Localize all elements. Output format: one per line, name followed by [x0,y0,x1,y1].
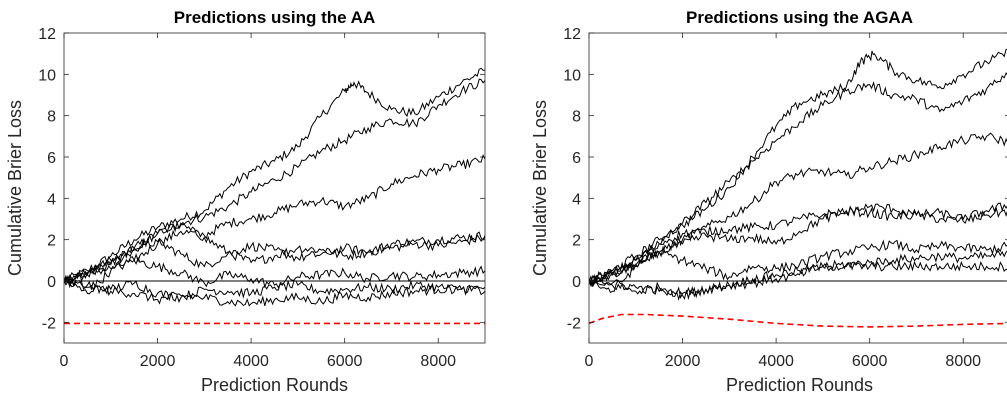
line-series-3 [589,132,1007,285]
line-series-7 [589,250,1007,300]
y-tick-label: 12 [38,26,56,43]
series-group [64,67,485,325]
y-tick-label: 10 [563,67,581,84]
y-tick-label: -2 [42,315,56,332]
x-tick-label: 0 [60,353,69,370]
x-tick-label: 8000 [945,353,981,370]
y-tick-label: 10 [38,67,56,84]
y-tick-label: 2 [572,233,581,250]
y-tick-label: 8 [47,109,56,126]
x-tick-label: 0 [585,353,594,370]
y-tick-label: 6 [572,150,581,167]
axes-box [63,32,486,344]
chart-title: Predictions using the AA [174,8,376,27]
x-tick-label: 8000 [420,353,456,370]
y-tick-label: 0 [572,274,581,291]
x-axis-label: Prediction Rounds [726,375,873,395]
x-tick-label: 4000 [233,353,269,370]
y-axis-label: Cumulative Brier Loss [5,100,25,276]
y-tick-label: 0 [47,274,56,291]
y-axis-label: Cumulative Brier Loss [530,100,550,276]
line-series-5 [589,202,1007,282]
line-series-4 [589,205,1007,284]
y-tick-label: 2 [47,233,56,250]
line-series-8 [589,260,1007,301]
y-tick-label: 4 [47,191,56,208]
line-series-4 [64,220,485,283]
series-group [589,48,1007,328]
x-tick-label: 6000 [852,353,888,370]
x-tick-label: 2000 [665,353,701,370]
line-series-3 [64,153,485,284]
line-series-6 [589,239,1007,294]
chart-panel-1: 0 2000 4000 6000 8000 -2 0 2 4 6 8 10 12 Predictions … [5,8,486,395]
y-tick-label: 8 [572,109,581,126]
x-tick-label: 6000 [327,353,363,370]
line-series-7 [64,277,485,304]
line-series-1 [589,48,1007,283]
y-tick-label: 6 [47,150,56,167]
y-tick-label: 12 [563,26,581,43]
dashed-line-series [589,313,1007,328]
axes-box [588,32,1007,344]
line-series-8 [64,276,485,307]
line-series-1 [64,67,485,283]
x-tick-label: 2000 [140,353,176,370]
y-tick-label: 4 [572,191,581,208]
line-series-6 [64,256,485,295]
line-series-5 [64,233,485,286]
x-axis-label: Prediction Rounds [201,375,348,395]
chart-panel-2: 0 2000 4000 6000 8000 -2 0 2 4 6 8 10 12 Predictions … [530,8,1007,395]
y-tick-label: -2 [567,315,581,332]
chart-title: Predictions using the AGAA [686,8,913,27]
x-tick-label: 4000 [758,353,794,370]
